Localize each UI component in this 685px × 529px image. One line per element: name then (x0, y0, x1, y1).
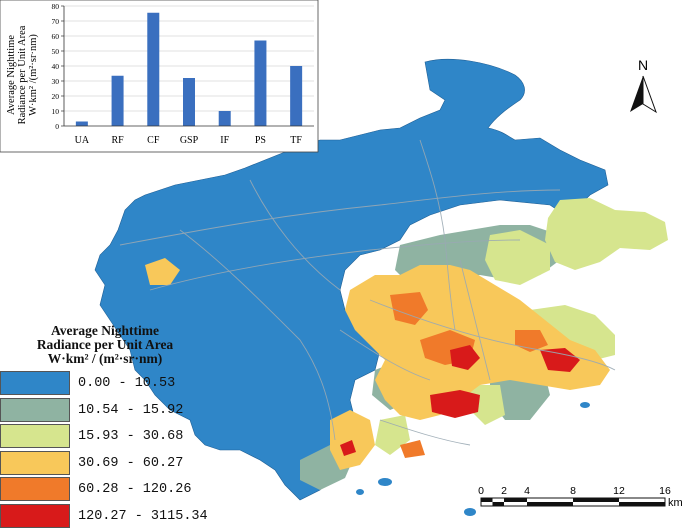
inset-ylabel-line-3: W·km² /(m²·sr·nm) (28, 34, 39, 116)
legend-swatch (0, 450, 70, 475)
map-region-class-6 (430, 390, 480, 418)
inset-x-tick-label: CF (147, 135, 160, 146)
inset-bar-gsp (183, 78, 195, 126)
legend-swatch (0, 424, 70, 448)
legend-item: 0.00 - 10.53 (0, 371, 210, 395)
north-arrow-label: N (638, 57, 648, 73)
inset-y-tick-label: 70 (52, 17, 60, 26)
island (464, 508, 476, 516)
inset-x-tick-label: RF (111, 135, 124, 146)
map-region-class-4 (330, 410, 375, 470)
inset-y-tick-label: 20 (52, 92, 60, 101)
map-region-low-radiance (94, 58, 609, 501)
legend-title-line-2: Radiance per Unit Area (36, 337, 174, 352)
inset-y-tick-label: 60 (52, 32, 60, 41)
scale-bar-unit: km (668, 497, 683, 509)
scale-bar-tick-label: 0 (478, 485, 484, 497)
legend-swatch (0, 397, 70, 422)
legend-title-line-1: Average Nighttime (50, 323, 160, 338)
legend-item: 15.93 - 30.68 (0, 424, 210, 448)
inset-x-ticks: UA RF CF GSP IF PS TF (75, 135, 303, 146)
legend-label: 15.93 - 30.68 (78, 429, 184, 444)
inset-y-tick-label: 0 (55, 122, 59, 131)
inset-x-tick-label: PS (255, 135, 266, 146)
scale-bar-tick-label: 12 (613, 485, 625, 497)
inset-bar-chart: Average Nighttime Radiance per Unit Area… (0, 0, 319, 153)
inset-x-tick-label: GSP (180, 135, 199, 146)
inset-x-tick-label: UA (75, 135, 90, 146)
scale-bar-seg (527, 502, 573, 506)
map-region-class-3 (530, 305, 615, 360)
scale-bar-tick-label: 8 (570, 485, 576, 497)
inset-bar-tf (290, 66, 303, 126)
legend-label: 60.28 - 120.26 (78, 482, 192, 497)
road-network (119, 139, 616, 446)
map-region-class-4 (145, 258, 180, 285)
inset-bar-rf (111, 75, 124, 126)
legend-swatch (0, 371, 70, 395)
scale-bar-seg (504, 498, 527, 502)
island (356, 489, 364, 495)
inset-ylabel-line-1: Average Nighttime (6, 35, 17, 115)
inset-bar-ps (254, 40, 267, 126)
inset-x-tick-label: TF (290, 135, 302, 146)
map-region-class-5 (400, 440, 425, 458)
inset-bar-ua (75, 121, 88, 126)
scale-bar-seg (481, 498, 493, 502)
island (580, 402, 590, 408)
north-arrow-icon (630, 76, 643, 112)
city-map (94, 58, 668, 516)
legend: Average Nighttime Radiance per Unit Area… (0, 322, 210, 529)
scale-bar-tick-label: 4 (524, 485, 530, 497)
legend-label: 10.54 - 15.92 (78, 402, 184, 418)
inset-y-tick-label: 30 (52, 77, 60, 86)
map-region-class-5 (390, 292, 428, 325)
scale-bar-seg (573, 498, 619, 502)
inset-x-tick-label: IF (220, 135, 229, 146)
legend-item: 120.27 - 3115.34 (0, 503, 210, 528)
inset-y-tick-label: 10 (52, 107, 60, 116)
scale-bar-seg (619, 502, 665, 506)
north-arrow: N (630, 57, 657, 114)
legend-item: 30.69 - 60.27 (0, 450, 210, 475)
legend-swatch (0, 477, 70, 501)
legend-label: 30.69 - 60.27 (78, 455, 184, 471)
scale-bar-seg (492, 502, 504, 506)
map-region-class-6 (540, 348, 580, 372)
inset-bars (75, 12, 303, 126)
inset-y-tick-label: 80 (52, 2, 60, 11)
scale-bar-ticks: 0 2 4 8 12 16 (478, 485, 671, 497)
legend-item: 10.54 - 15.92 (0, 397, 210, 422)
map-region-class-6 (340, 440, 356, 456)
inset-gridlines (64, 5, 314, 112)
legend-title-line-3: W·km² / (m²·sr·nm) (47, 351, 163, 366)
map-region-class-3 (485, 230, 550, 285)
north-arrow-icon-right (642, 75, 657, 114)
legend-swatch (0, 503, 70, 528)
inset-bar-cf (147, 12, 160, 126)
scale-bar-tick-label: 2 (501, 485, 507, 497)
inset-ylabel-line-2: Radiance per Unit Area (17, 25, 28, 124)
inset-bar-if (218, 111, 231, 126)
inset-y-tick-label: 40 (52, 62, 60, 71)
legend-label: 120.27 - 3115.34 (78, 508, 208, 524)
legend-label: 0.00 - 10.53 (78, 376, 176, 391)
inset-y-tick-label: 50 (52, 47, 60, 56)
legend-item: 60.28 - 120.26 (0, 477, 210, 501)
map-region-class-6 (450, 345, 480, 370)
inset-y-ticks: 0 10 20 30 40 50 60 70 80 (52, 2, 64, 131)
scale-bar: 0 2 4 8 12 16 km (478, 485, 683, 509)
scale-bar-tick-label: 16 (659, 485, 671, 497)
island (378, 478, 392, 486)
map-region-class-3 (545, 198, 668, 270)
